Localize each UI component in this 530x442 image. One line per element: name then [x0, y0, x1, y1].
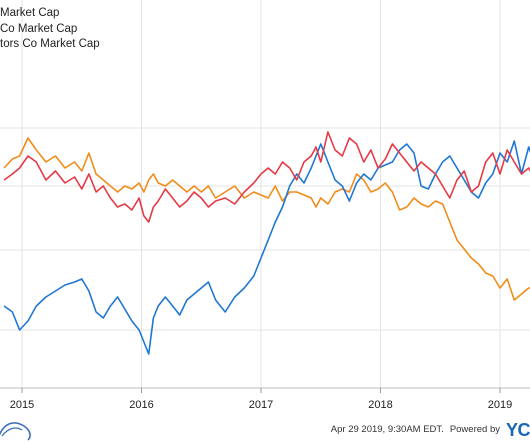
legend-item-2: Co Market Cap [0, 22, 100, 38]
legend-label-2: Co Market Cap [0, 22, 78, 35]
series-line-3 [3, 137, 530, 301]
legend-item-3: tors Co Market Cap [0, 37, 100, 53]
series-line-1 [3, 140, 530, 355]
x-tick-label-2017: 2017 [249, 399, 273, 411]
series-lines [3, 131, 530, 355]
timestamp: Apr 29 2019, 9:30AM EDT. [330, 423, 444, 435]
x-tick-label-2019: 2019 [488, 399, 512, 411]
legend: Market Cap Co Market Cap tors Co Market … [0, 6, 100, 53]
legend-item-1: Market Cap [0, 6, 100, 22]
grid [0, 0, 530, 388]
legend-label-3: tors Co Market Cap [0, 38, 100, 50]
watermark-logo [0, 422, 31, 441]
ycharts-logo[interactable]: YC [505, 419, 530, 440]
footer: Apr 29 2019, 9:30AM EDT. Powered by YC [331, 418, 530, 440]
legend-label-1: Market Cap [0, 7, 60, 19]
powered-by-text: Powered by [449, 423, 500, 435]
x-tick-label-2016: 2016 [129, 399, 153, 411]
x-tick-label-2015: 2015 [10, 399, 34, 411]
x-axis: 2015 2016 2017 2018 2019 [0, 387, 530, 411]
x-tick-label-2018: 2018 [368, 399, 392, 411]
series-line-2 [3, 131, 530, 223]
